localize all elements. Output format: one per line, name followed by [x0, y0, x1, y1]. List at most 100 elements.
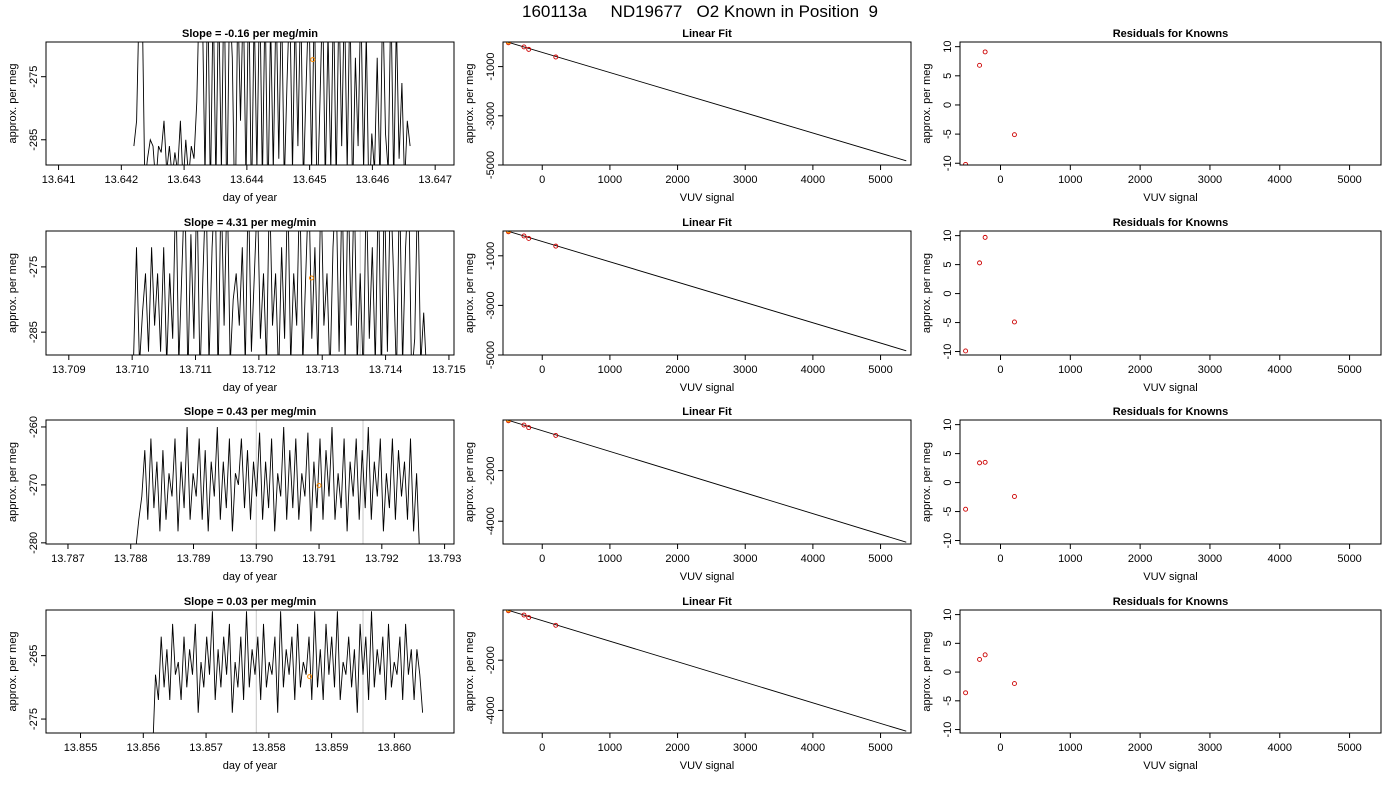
- x-tick-label: 13.791: [302, 553, 336, 565]
- chart-title: Linear Fit: [682, 596, 732, 608]
- x-tick-label: 13.856: [126, 742, 160, 754]
- chart-title: Slope = 0.03 per meg/min: [184, 596, 317, 608]
- x-axis-label: VUV signal: [680, 382, 734, 394]
- x-tick-label: 5000: [868, 742, 892, 754]
- x-tick-label: 1000: [1058, 364, 1082, 376]
- data-point: [526, 235, 532, 241]
- y-tick-label: 10: [942, 419, 954, 431]
- data-point: [526, 46, 532, 52]
- y-axis-label: approx. per meg: [921, 631, 933, 711]
- highlight-point: [505, 42, 512, 45]
- x-axis-label: day of year: [223, 571, 278, 583]
- y-tick-label: 10: [942, 230, 954, 242]
- x-tick-label: 4000: [801, 174, 825, 186]
- y-tick-label: -10: [942, 344, 954, 360]
- data-point: [1012, 494, 1017, 499]
- fit-line: [508, 420, 907, 543]
- y-tick-label: -285: [28, 321, 40, 343]
- chart-panel-1-4: Slope = 0.03 per meg/min 13.855 13.856 13.8…: [7, 596, 455, 772]
- x-tick-label: 2000: [665, 553, 689, 565]
- x-tick-label: 13.713: [305, 364, 339, 376]
- data-trace: [133, 231, 427, 355]
- y-tick-label: 10: [942, 41, 954, 53]
- x-axis-label: day of year: [223, 760, 278, 772]
- data-point: [977, 260, 982, 266]
- y-tick-label: -285: [28, 129, 40, 151]
- chart-title: Residuals for Knowns: [1113, 217, 1229, 229]
- x-axis-label: VUV signal: [1143, 192, 1197, 204]
- data-point: [553, 432, 559, 438]
- data-point: [1012, 319, 1017, 325]
- x-tick-label: 4000: [1268, 364, 1292, 376]
- data-point: [1012, 681, 1017, 687]
- y-tick-label: -265: [28, 645, 40, 667]
- plot-frame: [959, 419, 1382, 545]
- x-tick-label: 13.710: [115, 364, 149, 376]
- chart-panel-2-3: Linear Fit 0 1000 2000 3000 4000 5000 -2000 -400…: [464, 406, 912, 583]
- data-point: [521, 233, 527, 239]
- y-tick-label: -275: [28, 66, 40, 88]
- x-tick-label: 2000: [665, 174, 689, 186]
- plot-frame: [502, 609, 912, 734]
- y-tick-label: -275: [28, 708, 40, 730]
- x-tick-label: 2000: [1128, 742, 1152, 754]
- data-point: [982, 234, 988, 240]
- x-axis-label: VUV signal: [1143, 382, 1197, 394]
- y-tick-label: 5: [942, 451, 954, 457]
- x-tick-label: 3000: [1198, 742, 1222, 754]
- plot-frame: [959, 230, 1382, 356]
- y-axis-label: approx. per meg: [921, 253, 933, 333]
- highlight-point: [505, 231, 512, 234]
- x-tick-label: 3000: [1198, 174, 1222, 186]
- y-axis-label: approx. per meg: [464, 63, 476, 143]
- x-tick-label: 4000: [801, 364, 825, 376]
- x-tick-label: 13.647: [418, 174, 452, 186]
- chart-panel-2-4: Linear Fit 0 1000 2000 3000 4000 5000 -2000 -400…: [464, 596, 912, 772]
- plot-frame: [502, 41, 912, 166]
- plot-area: [963, 49, 1017, 165]
- y-tick-label: -2000: [485, 457, 497, 485]
- plot-frame: [959, 41, 1382, 166]
- x-tick-label: 4000: [801, 553, 825, 565]
- y-axis-label: approx. per meg: [921, 63, 933, 143]
- data-point: [977, 460, 982, 466]
- plot-frame: [959, 609, 1382, 734]
- x-tick-label: 13.711: [179, 364, 212, 376]
- x-tick-label: 1000: [598, 553, 622, 565]
- y-tick-label: 10: [942, 608, 954, 620]
- x-tick-label: 0: [997, 742, 1003, 754]
- plot-frame: [45, 41, 455, 166]
- data-trace: [152, 611, 424, 733]
- x-tick-label: 13.645: [293, 174, 327, 186]
- x-tick-label: 5000: [868, 553, 892, 565]
- x-tick-label: 13.714: [369, 364, 403, 376]
- data-point: [553, 622, 559, 628]
- y-tick-label: -5000: [485, 341, 497, 369]
- y-tick-label: 5: [942, 640, 954, 646]
- x-tick-label: 13.643: [167, 174, 201, 186]
- x-axis-label: VUV signal: [680, 760, 734, 772]
- x-tick-label: 13.793: [428, 553, 462, 565]
- plot-area: [505, 42, 907, 162]
- y-tick-label: -10: [942, 533, 954, 549]
- data-point: [963, 348, 969, 354]
- y-tick-label: 0: [942, 102, 954, 108]
- x-axis-label: VUV signal: [1143, 571, 1197, 583]
- x-tick-label: 13.788: [114, 553, 148, 565]
- x-tick-label: 1000: [598, 364, 622, 376]
- data-point: [977, 656, 982, 662]
- y-axis-label: approx. per meg: [464, 442, 476, 522]
- highlight-point: [308, 275, 314, 281]
- data-point: [963, 506, 969, 512]
- y-tick-label: 0: [942, 669, 954, 675]
- x-tick-label: 13.792: [365, 553, 399, 565]
- data-trace: [133, 42, 411, 165]
- x-axis-label: VUV signal: [1143, 760, 1197, 772]
- y-axis-label: approx. per meg: [7, 442, 19, 522]
- x-tick-label: 3000: [1198, 553, 1222, 565]
- x-tick-label: 13.860: [378, 742, 412, 754]
- x-tick-label: 4000: [1268, 742, 1292, 754]
- plot-frame: [502, 419, 912, 545]
- plot-frame: [45, 609, 455, 734]
- y-tick-label: -5: [942, 129, 954, 139]
